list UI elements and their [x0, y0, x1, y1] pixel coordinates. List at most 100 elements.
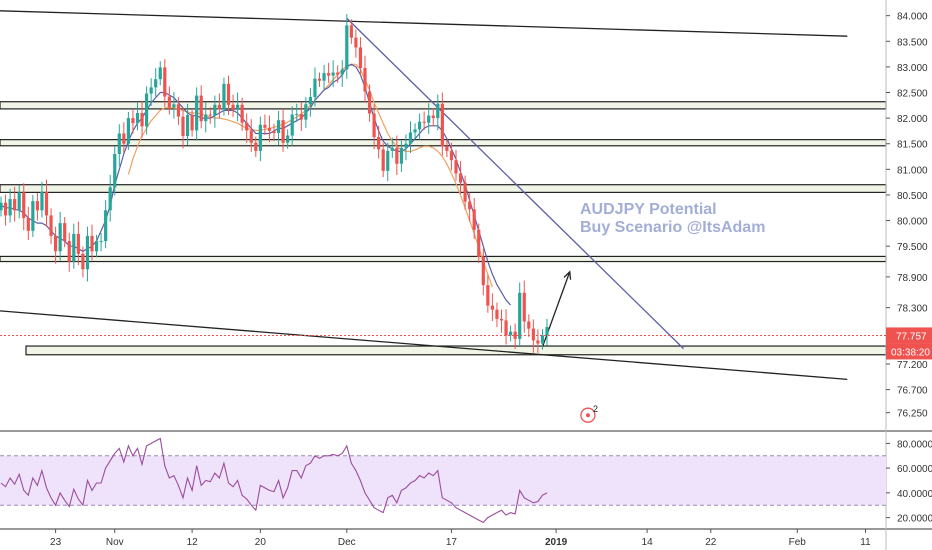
alert-bubble-ring: [580, 407, 596, 423]
candle-body: [176, 104, 181, 117]
candle-body: [208, 114, 212, 116]
price-tick-label: 79.500: [897, 242, 928, 253]
candle-body: [331, 72, 335, 76]
candle-body: [281, 120, 285, 143]
candle-body: [63, 223, 67, 242]
time-tick-label: 22: [705, 537, 717, 548]
rsi-tick-label: 40.0000: [897, 489, 932, 500]
candle-body: [145, 93, 149, 127]
candle-body: [263, 124, 267, 128]
time-tick-label: 17: [446, 537, 458, 548]
candle-body: [72, 233, 76, 262]
candle-body: [249, 130, 253, 143]
candle-body: [40, 191, 44, 211]
candle-body: [490, 305, 494, 310]
candle-body: [236, 104, 240, 110]
candle-body: [408, 132, 413, 144]
price-tick-label: 80.000: [897, 217, 928, 228]
time-tick-label: 14: [642, 537, 654, 548]
current-price-label: 77.757: [896, 331, 927, 342]
time-tick-label: 2019: [545, 537, 568, 548]
candle-body: [35, 201, 39, 211]
candle-body: [422, 121, 426, 123]
time-tick-label: Nov: [106, 537, 124, 548]
rsi-tick-label: 20.0000: [897, 514, 932, 525]
candle-body: [94, 241, 99, 252]
time-axis: 23 Nov 12 20 Dec 17 2019 14 22 Feb 11: [50, 529, 871, 548]
time-tick-label: Dec: [338, 537, 356, 548]
price-tick-label: 76.250: [897, 409, 928, 420]
price-tick-label: 77.200: [897, 360, 928, 371]
candle-body: [286, 135, 290, 143]
trendline: [346, 17, 684, 350]
candle-body: [267, 127, 272, 131]
candle-body: [363, 67, 367, 92]
candle-body: [245, 122, 249, 131]
annotation-title: AUDJPY Potential: [580, 201, 717, 218]
rsi-line: [0, 437, 548, 524]
candle-body: [8, 199, 12, 216]
candle-body: [499, 318, 504, 321]
candle-body: [531, 328, 535, 341]
candle-body: [540, 335, 545, 344]
candle-body: [22, 192, 26, 218]
candle-body: [436, 103, 440, 119]
candle-body: [481, 256, 485, 286]
candle-body: [222, 83, 226, 110]
price-tick-label: 83.000: [897, 63, 928, 74]
price-tick-label: 78.300: [897, 304, 928, 315]
candle-body: [149, 87, 153, 94]
candle-body: [135, 113, 140, 124]
candle-body: [413, 129, 417, 133]
price-tick-label: 80.500: [897, 191, 928, 202]
candle-body: [108, 187, 112, 211]
price-tick-label: 83.500: [897, 37, 928, 48]
candle-body: [213, 104, 217, 116]
candle-body: [226, 83, 231, 105]
candle-body: [126, 118, 130, 144]
candle-body: [340, 69, 344, 75]
candle-body: [395, 147, 399, 164]
candle-body: [463, 182, 467, 202]
candle-body: [172, 104, 176, 108]
candle-body: [477, 229, 481, 257]
candle-body: [327, 73, 331, 76]
rsi-panel: 80.0000 60.0000 40.0000 20.0000: [0, 437, 932, 525]
candle-body: [322, 73, 326, 81]
candle-body: [317, 78, 322, 81]
candle-body: [67, 241, 71, 262]
candle-body: [81, 253, 85, 270]
candles: [0, 14, 549, 353]
candle-body: [404, 143, 408, 148]
candle-body: [199, 95, 203, 122]
candle-body: [504, 320, 508, 336]
candle-body: [358, 47, 363, 68]
time-tick-label: 20: [255, 537, 267, 548]
alert-bubble-dot: [585, 413, 590, 418]
candle-body: [336, 72, 340, 75]
candle-body: [140, 113, 144, 127]
projection-arrow-head: [563, 270, 572, 280]
candle-body: [399, 147, 403, 164]
candle-body: [240, 104, 244, 123]
price-tick-label: 81.000: [897, 165, 928, 176]
candle-body: [217, 104, 221, 110]
candle-body: [90, 235, 94, 252]
candle-body: [85, 235, 90, 270]
candle-body: [509, 331, 513, 336]
candle-body: [295, 114, 299, 116]
candle-body: [3, 202, 8, 216]
candle-body: [545, 327, 549, 336]
candle-body: [536, 340, 540, 344]
candle-body: [299, 114, 303, 120]
candle-body: [185, 115, 190, 137]
candle-body: [290, 114, 294, 136]
candle-body: [313, 78, 317, 98]
annotation-group: AUDJPY Potential Buy Scenario @ItsAdam: [580, 201, 765, 236]
current-price-line: 77.757 03:38:20: [0, 327, 932, 360]
candle-body: [154, 79, 158, 88]
trendline: [0, 310, 848, 380]
candle-body: [44, 191, 49, 216]
